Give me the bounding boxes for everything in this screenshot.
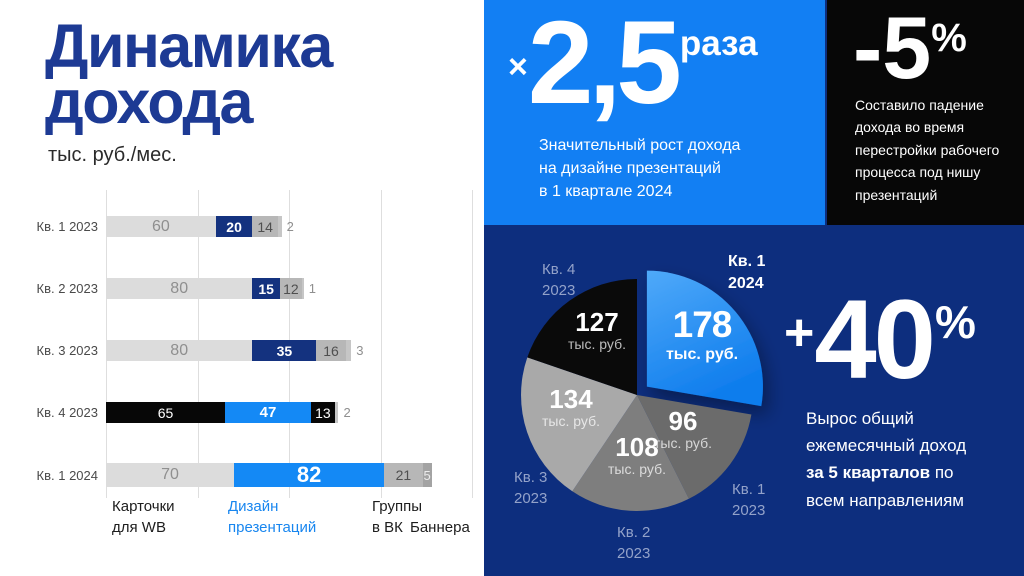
bar-segment: 47: [225, 402, 311, 423]
drop-value: -5: [853, 0, 932, 97]
pie-chart-panel: 178 тыс. руб. 96 тыс. руб. 108 тыс. руб.…: [484, 227, 1024, 576]
bar-segment: [277, 216, 282, 237]
bar-segment: 21: [384, 463, 423, 487]
total-growth-stat: + 40 %: [784, 277, 976, 402]
bar-segment: 80: [106, 340, 253, 361]
bar-segment: 70: [106, 463, 235, 487]
drop-stat: -5 %: [853, 4, 967, 92]
bar-segment-value: 2: [286, 219, 294, 234]
multiply-sign: ×: [508, 48, 528, 86]
bar-segment: 5: [422, 463, 432, 487]
drop-description: Составило падение дохода во время перест…: [855, 97, 1000, 203]
bar-segment-value: 1: [308, 281, 316, 296]
bar-segment: 20: [215, 216, 253, 237]
bar-row-segments: 70 82 21 5: [106, 462, 432, 487]
bar-segment: [334, 402, 339, 423]
bar-segment-value: 3: [356, 343, 364, 358]
pie-slice: [521, 357, 637, 492]
growth-description: Значительный рост дохода на дизайне през…: [539, 137, 741, 200]
bar-row-segments: 80 35 16 3: [106, 340, 363, 361]
bar-segment: 60: [106, 216, 216, 237]
pie-label-q1-2024: Кв. 1 2024: [728, 253, 766, 292]
units-label: тыс. руб./мес.: [48, 144, 177, 166]
bar-segment: [345, 340, 352, 361]
bar-segment: 13: [311, 402, 335, 423]
bar-segment: 15: [252, 278, 280, 299]
bar-row-label: Кв. 1 2024: [36, 467, 98, 483]
bar-segment: 35: [252, 340, 317, 361]
drop-callout-card: -5 % Составило падение дохода во время п…: [827, 0, 1024, 225]
bar-row-q3-2023: Кв. 3 2023 80 35 16 3: [0, 340, 484, 361]
legend-item-wb-cards: Карточки для WB: [112, 498, 175, 536]
bar-segment: [301, 278, 304, 299]
bar-row-label: Кв. 3 2023: [36, 343, 98, 358]
bar-row-segments: 80 15 12 1: [106, 278, 316, 299]
growth-stat: × 2,5 раза: [508, 0, 758, 129]
legend-item-presentation-design: Дизайн презентаций: [228, 498, 317, 536]
gridline: [472, 190, 473, 498]
pie-slice: [646, 270, 763, 407]
pie-chart: [521, 270, 763, 511]
legend-item-vk-groups: Группы в ВК: [372, 498, 422, 536]
bar-row-label: Кв. 1 2023: [36, 219, 98, 234]
page-title: Динамика дохода: [45, 16, 333, 133]
bar-segment: 12: [279, 278, 302, 299]
bar-row-segments: 60 20 14 2: [106, 216, 294, 237]
bar-row-label: Кв. 2 2023: [36, 281, 98, 296]
pie-slice: [637, 395, 752, 499]
growth-callout-card: × 2,5 раза Значительный рост дохода на д…: [484, 0, 825, 225]
pie-slice: [572, 395, 689, 511]
total-percent-sign: %: [934, 296, 976, 348]
gridline: [380, 190, 382, 498]
bar-segment: 82: [234, 462, 385, 487]
bar-row-label: Кв. 4 2023: [36, 405, 98, 420]
pie-label-q4-2023: Кв. 4 2023: [542, 261, 576, 299]
bar-segment: 14: [252, 216, 278, 237]
pie-label-q2-2023: Кв. 2 2023: [617, 524, 651, 562]
pie-label-q3-2023: Кв. 3 2023: [514, 469, 548, 507]
bar-row-q4-2023: Кв. 4 2023 65 47 13 2: [0, 402, 484, 423]
pie-label-q1-2023: Кв. 1 2023: [732, 481, 766, 519]
page-title-line1: Динамика: [45, 12, 333, 80]
bar-chart-panel: Динамика дохода тыс. руб./мес. Кв. 1 202…: [0, 0, 484, 576]
total-growth-description: Вырос общий ежемесячный доход за 5 кварт…: [806, 409, 967, 510]
legend-item-banners: Баннера: [410, 519, 470, 536]
total-growth-value: 40: [814, 277, 936, 402]
bar-row-q2-2023: Кв. 2 2023 80 15 12 1: [0, 278, 484, 299]
bar-segment-value: 2: [343, 405, 351, 420]
bar-segment: 80: [106, 278, 253, 299]
bar-row-q1-2023: Кв. 1 2023 60 20 14 2: [0, 216, 484, 237]
bar-segment: 16: [316, 340, 346, 361]
plus-sign: +: [784, 304, 815, 362]
page-title-line2: дохода: [45, 68, 253, 137]
growth-suffix: раза: [679, 24, 758, 63]
growth-value: 2,5: [527, 0, 682, 129]
pie-slice: [527, 279, 637, 395]
drop-percent-sign: %: [931, 16, 967, 60]
bar-row-q1-2024: Кв. 1 2024 70 82 21 5: [0, 462, 484, 487]
bar-row-segments: 65 47 13 2: [106, 402, 351, 423]
bar-segment: 65: [106, 402, 225, 423]
